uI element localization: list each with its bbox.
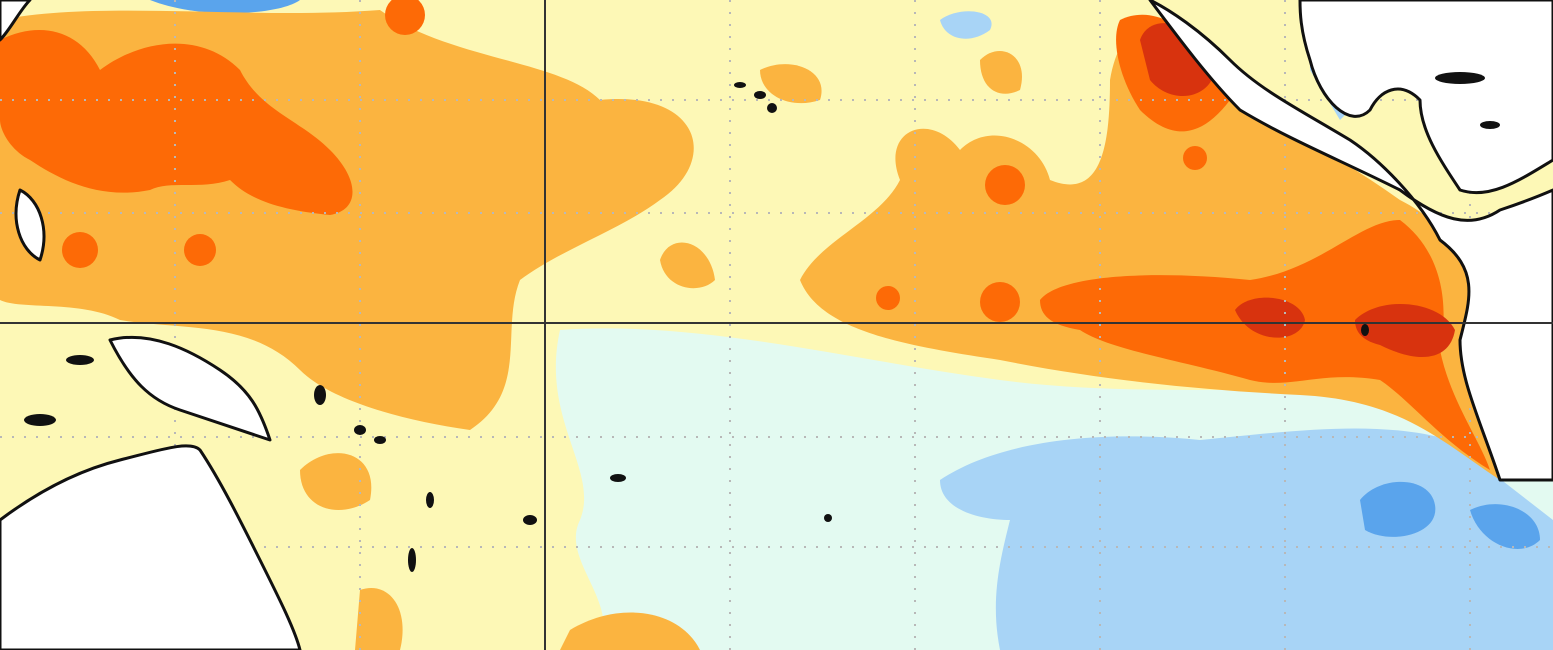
orange-blob (355, 588, 403, 650)
blue-blob (1360, 481, 1436, 537)
light-blue-top (940, 11, 992, 39)
orange-blob (560, 612, 700, 650)
dark-orange-blob (980, 282, 1020, 322)
north-america (1298, 0, 1553, 195)
orange-blob (300, 453, 372, 510)
orange-blob (760, 64, 822, 104)
dark-orange-blob (385, 0, 425, 35)
dark-orange-blob (184, 234, 216, 266)
blue-blob (150, 0, 300, 14)
blue-blob (1470, 504, 1540, 549)
orange-blob (980, 51, 1022, 94)
dark-orange-blob (985, 165, 1025, 205)
americas (1148, 0, 1553, 482)
new-guinea (108, 335, 272, 442)
philippines (14, 188, 46, 262)
orange-blob (660, 242, 715, 289)
dark-orange-east (1040, 220, 1490, 470)
dark-orange-blob (62, 232, 98, 268)
red-blob (1355, 303, 1455, 357)
asia (0, 0, 32, 42)
dark-orange-blob (876, 286, 900, 310)
light-blue-region (940, 428, 1553, 650)
islands (24, 72, 1500, 572)
dark-orange-west (0, 30, 353, 215)
dark-orange-blob (1183, 146, 1207, 170)
red-blob (1235, 297, 1305, 338)
australia (0, 444, 302, 650)
